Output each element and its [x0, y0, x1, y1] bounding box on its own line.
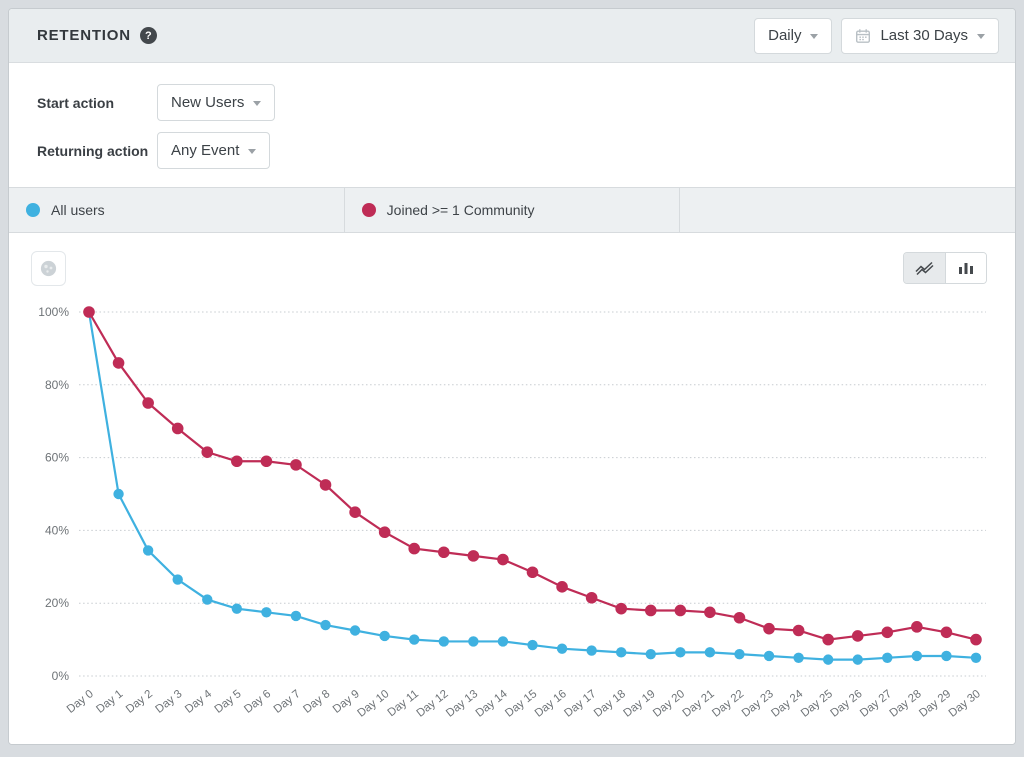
svg-text:Day 11: Day 11 — [386, 688, 421, 719]
svg-text:Day 0: Day 0 — [65, 688, 96, 716]
start-action-label: Start action — [37, 94, 115, 111]
chart-panel: 0% 20% 40% 60% 80% 100% Day 0 Day 1 Day 2 Day 3 Da… — [9, 233, 1015, 744]
svg-text:Day 2: Day 2 — [124, 688, 155, 716]
svg-text:Day 29: Day 29 — [917, 688, 953, 720]
svg-text:Day 12: Day 12 — [415, 688, 451, 720]
start-action-dropdown[interactable]: New Users — [157, 84, 276, 121]
filters-section: Start action New Users Returning action … — [9, 63, 1015, 187]
legend-item-label: Joined >= 1 Community — [386, 202, 535, 218]
bar-chart-toggle-button[interactable] — [945, 253, 986, 283]
svg-text:Day 5: Day 5 — [213, 688, 244, 716]
date-range-dropdown-value: Last 30 Days — [880, 27, 968, 44]
svg-text:Day 1: Day 1 — [94, 688, 125, 716]
svg-text:Day 3: Day 3 — [153, 688, 184, 716]
returning-action-value: Any Event — [171, 142, 240, 159]
svg-text:Day 21: Day 21 — [681, 688, 717, 720]
svg-text:Day 10: Day 10 — [355, 688, 391, 720]
help-icon[interactable]: ? — [139, 27, 157, 44]
series-color-dot — [26, 203, 40, 217]
legend-item-all-users[interactable]: All users — [9, 188, 345, 232]
date-range-dropdown[interactable]: Last 30 Days — [841, 17, 999, 54]
svg-text:Day 20: Day 20 — [651, 688, 687, 720]
line-chart-icon — [914, 261, 935, 276]
interval-dropdown-value: Daily — [768, 27, 802, 44]
line-chart-toggle-button[interactable] — [904, 253, 945, 283]
svg-text:20%: 20% — [45, 596, 69, 610]
svg-text:Day 7: Day 7 — [272, 688, 303, 716]
returning-action-dropdown[interactable]: Any Event — [157, 132, 271, 169]
svg-text:Day 27: Day 27 — [858, 688, 894, 720]
svg-text:Day 19: Day 19 — [622, 688, 658, 720]
svg-text:Day 18: Day 18 — [592, 688, 628, 720]
svg-text:100%: 100% — [38, 305, 69, 319]
svg-text:Day 6: Day 6 — [242, 688, 273, 716]
series-color-dot — [361, 203, 376, 217]
chevron-down-icon — [977, 33, 985, 39]
svg-text:60%: 60% — [45, 451, 69, 465]
svg-text:0%: 0% — [52, 669, 70, 683]
annotations-button[interactable] — [31, 251, 66, 286]
svg-text:Day 25: Day 25 — [799, 688, 835, 720]
globe-icon — [39, 259, 58, 278]
legend-empty-cell — [680, 188, 1015, 232]
interval-dropdown[interactable]: Daily — [754, 17, 833, 54]
svg-text:Day 26: Day 26 — [828, 688, 864, 720]
svg-text:Day 15: Day 15 — [503, 688, 539, 720]
svg-text:Day 16: Day 16 — [533, 688, 569, 720]
bar-chart-icon — [958, 261, 974, 275]
start-action-value: New Users — [171, 94, 245, 111]
svg-text:Day 23: Day 23 — [740, 688, 776, 720]
svg-text:Day 22: Day 22 — [710, 688, 746, 720]
chart-type-toggle — [903, 252, 987, 284]
returning-action-label: Returning action — [37, 142, 149, 159]
svg-text:Day 14: Day 14 — [474, 688, 511, 720]
calendar-icon — [855, 28, 871, 44]
series-legend: All users Joined >= 1 Community — [9, 187, 1015, 233]
svg-text:Day 8: Day 8 — [301, 688, 332, 716]
svg-text:Day 30: Day 30 — [947, 688, 983, 720]
retention-report-card: RETENTION ? Daily — [8, 8, 1016, 745]
page-title: RETENTION — [37, 27, 131, 44]
svg-text:Day 24: Day 24 — [769, 688, 806, 720]
svg-text:Day 4: Day 4 — [183, 688, 215, 716]
svg-text:40%: 40% — [45, 523, 69, 537]
chevron-down-icon — [253, 100, 262, 106]
chevron-down-icon — [248, 148, 257, 154]
svg-text:80%: 80% — [45, 378, 69, 392]
svg-text:Day 13: Day 13 — [444, 688, 480, 720]
svg-text:Day 28: Day 28 — [888, 688, 924, 720]
chevron-down-icon — [810, 33, 819, 39]
svg-text:Day 17: Day 17 — [562, 688, 598, 720]
legend-item-joined-community[interactable]: Joined >= 1 Community — [345, 188, 681, 232]
legend-item-label: All users — [51, 202, 105, 218]
report-header: RETENTION ? Daily — [9, 9, 1015, 63]
